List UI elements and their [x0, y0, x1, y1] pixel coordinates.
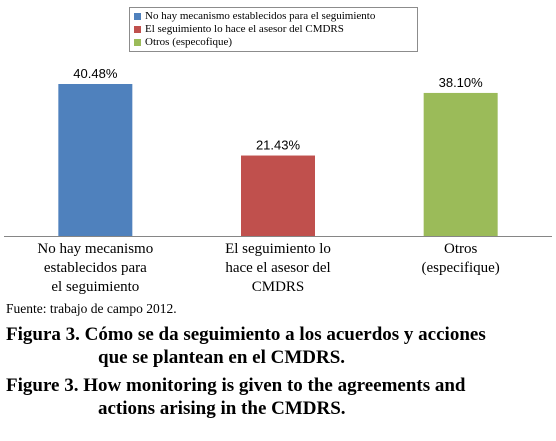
- x-tick-label-2: El seguimiento lo hace el asesor del CMDRS: [225, 241, 331, 295]
- caption-line: que se plantean en el CMDRS.: [98, 347, 346, 368]
- figure-caption-english: Figure 3. How monitoring is given to the…: [6, 374, 550, 420]
- legend-label: Otros (especofique): [145, 36, 233, 48]
- caption-line: Figure 3. How monitoring is given to the…: [6, 375, 466, 396]
- bar-chart: 40.48% No hay mecanismo establecidos para e…: [4, 7, 552, 295]
- bar-1: [58, 83, 133, 237]
- chart-legend: No hay mecanismo establecidos para el se…: [129, 7, 418, 52]
- chart-canvas: 40.48% No hay mecanismo establecidos para e…: [4, 66, 552, 295]
- data-label-1: 40.48%: [73, 66, 118, 81]
- source-note: Fuente: trabajo de campo 2012.: [6, 301, 177, 316]
- legend-item-asesor: El seguimiento lo hace el asesor del CMD…: [134, 23, 413, 36]
- caption-line: Figura 3. Cómo se da seguimiento a los a…: [6, 324, 486, 345]
- x-tick-label-3: Otros (especifique): [422, 241, 500, 276]
- bar-2: [241, 155, 315, 236]
- legend-item-otros: Otros (especofique): [134, 36, 413, 49]
- data-label-2: 21.43%: [256, 138, 301, 153]
- figure-caption-spanish: Figura 3. Cómo se da seguimiento a los a…: [6, 323, 550, 369]
- x-tick-label-1: No hay mecanismo establecidos para el segu…: [37, 241, 153, 295]
- legend-item-no-mecanismo: No hay mecanismo establecidos para el se…: [134, 10, 413, 23]
- bar-3: [423, 92, 498, 236]
- data-label-3: 38.10%: [439, 75, 484, 90]
- legend-swatch: [134, 26, 141, 33]
- legend-label: El seguimiento lo hace el asesor del CMD…: [145, 23, 344, 35]
- caption-line: actions arising in the CMDRS.: [98, 398, 346, 419]
- legend-label: No hay mecanismo establecidos para el se…: [145, 10, 376, 22]
- legend-swatch: [134, 13, 141, 20]
- legend-swatch: [134, 39, 141, 46]
